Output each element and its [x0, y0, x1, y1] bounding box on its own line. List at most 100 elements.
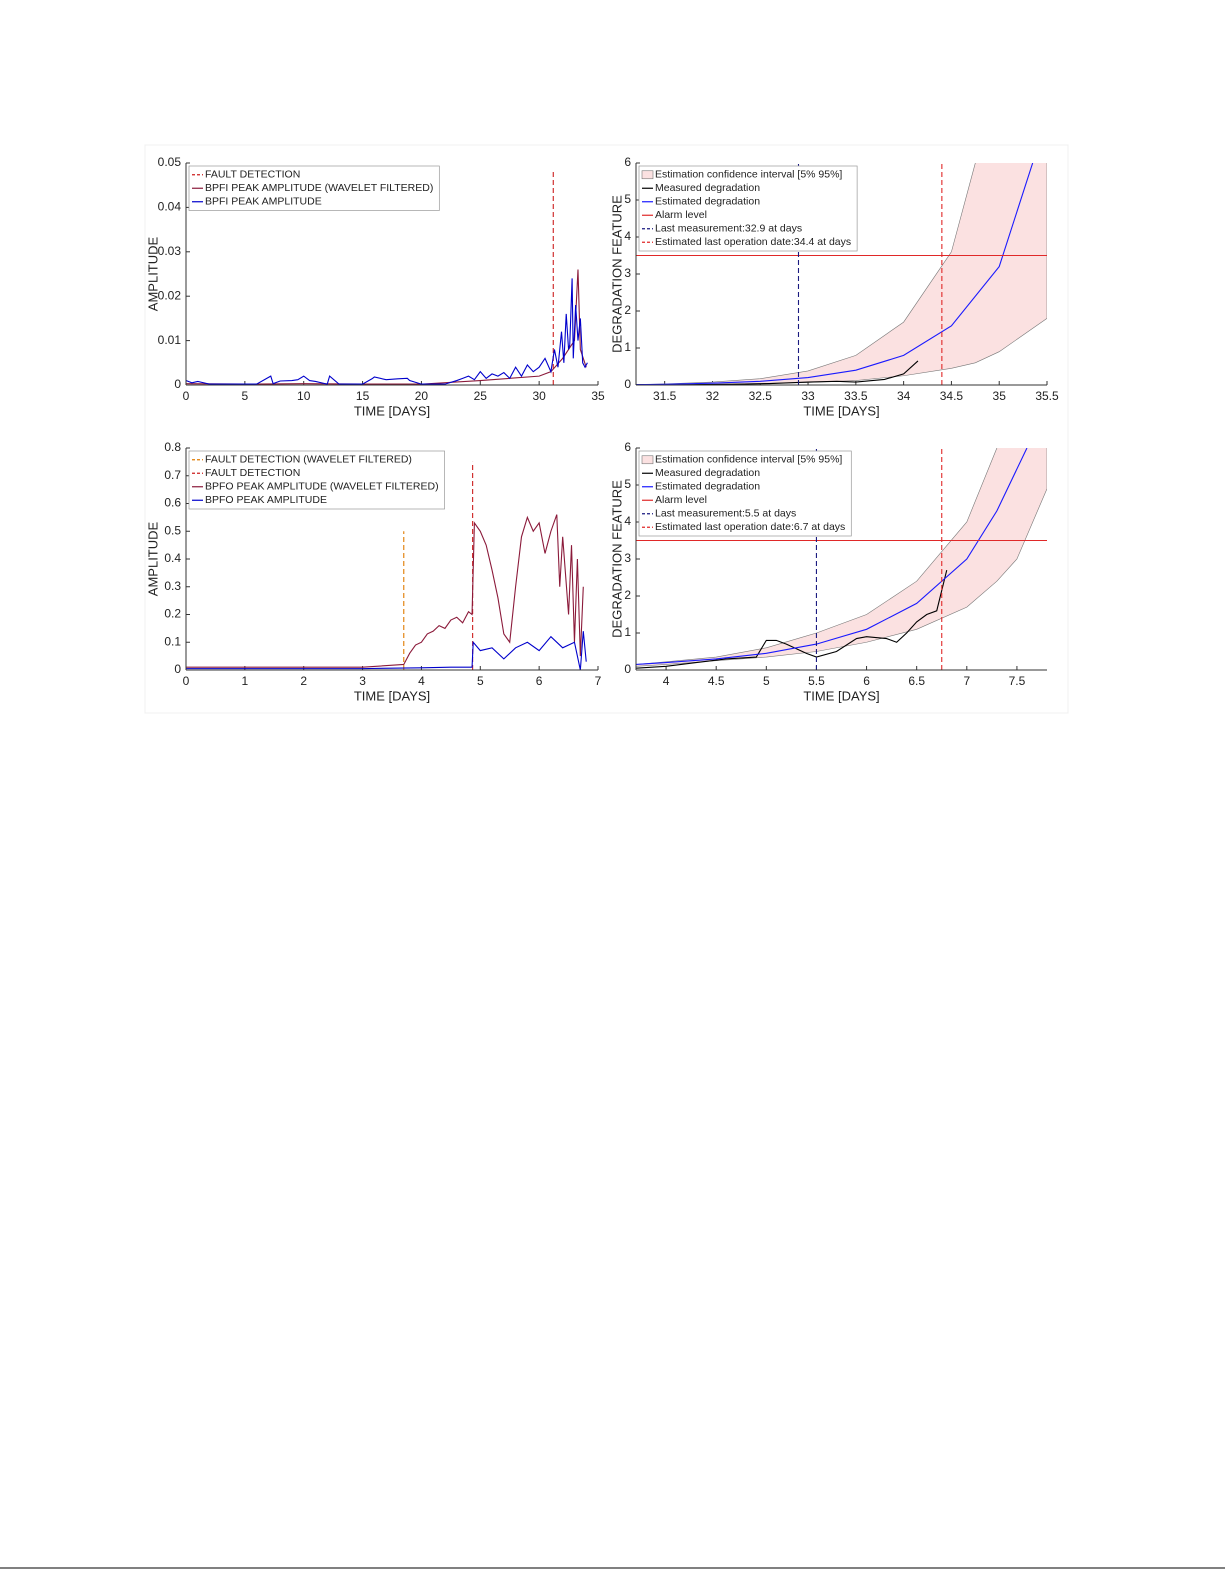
y-tick-label: 3	[624, 551, 631, 565]
series-line	[636, 163, 1034, 385]
y-tick-label: 0.01	[158, 333, 182, 347]
x-tick-label: 5.5	[808, 674, 825, 688]
legend-label: Alarm level	[655, 494, 707, 506]
series-line	[186, 269, 587, 385]
plot-area	[636, 163, 1047, 385]
legend-label: FAULT DETECTION	[205, 467, 300, 479]
x-tick-label: 7.5	[1009, 674, 1026, 688]
y-tick-label: 0.7	[164, 468, 181, 482]
y-tick-label: 0	[624, 377, 631, 391]
legend-label: BPFO PEAK AMPLITUDE (WAVELET FILTERED)	[205, 481, 439, 493]
x-tick-label: 5	[477, 674, 484, 688]
legend-label: BPFI PEAK AMPLITUDE	[205, 196, 322, 208]
y-tick-label: 0.04	[158, 200, 182, 214]
legend-label: FAULT DETECTION (WAVELET FILTERED)	[205, 454, 412, 466]
plot-area	[186, 461, 587, 670]
y-tick-label: 0.05	[158, 155, 182, 169]
y-tick-label: 2	[624, 303, 631, 317]
legend-label: Measured degradation	[655, 467, 760, 479]
y-tick-label: 0	[174, 377, 181, 391]
y-tick-label: 6	[624, 155, 631, 169]
chart: 0 1 2 3 4 5 6 7 0 0.1 0.2 0.3 0.4 0.5 0.6 0.7 0.8 TIME [D…	[145, 440, 601, 703]
x-tick-label: 31.5	[653, 389, 677, 403]
y-axis-label: DEGRADATION FEATURE	[609, 480, 624, 638]
x-tick-label: 33	[801, 389, 815, 403]
chart: 31.5 32 32.5 33 33.5 34 34.5 35 35.50123456TIME …	[609, 155, 1059, 418]
x-tick-label: 25	[474, 389, 488, 403]
x-tick-label: 4.5	[708, 674, 725, 688]
y-tick-label: 0.2	[164, 607, 181, 621]
figure-frame	[144, 144, 1069, 714]
x-axis-label: TIME [DAYS]	[803, 403, 879, 418]
legend-label: Measured degradation	[655, 182, 760, 194]
legend-label: Estimated degradation	[655, 196, 760, 208]
y-tick-label: 6	[624, 440, 631, 454]
legend-label: Estimated last operation date:34.4 at da…	[655, 236, 851, 248]
x-axis-label: TIME [DAYS]	[354, 688, 430, 703]
x-tick-label: 6	[863, 674, 870, 688]
y-tick-label: 0.6	[164, 496, 181, 510]
legend-label: BPFO PEAK AMPLITUDE	[205, 494, 327, 506]
legend-label: BPFI PEAK AMPLITUDE (WAVELET FILTERED)	[205, 182, 433, 194]
series-line	[186, 278, 588, 385]
x-tick-label: 1	[242, 674, 249, 688]
x-tick-label: 34.5	[940, 389, 964, 403]
legend-swatch	[641, 455, 654, 465]
series-line	[186, 514, 584, 668]
x-tick-label: 6	[536, 674, 543, 688]
y-tick-label: 0.3	[164, 579, 181, 593]
y-tick-label: 0.1	[164, 634, 181, 648]
y-axis-label: AMPLITUDE	[145, 521, 160, 596]
legend-swatch	[641, 170, 654, 180]
x-tick-label: 4	[418, 674, 425, 688]
legend-box	[188, 165, 440, 211]
y-tick-label: 1	[624, 625, 631, 639]
y-axis-label: AMPLITUDE	[145, 236, 160, 311]
y-tick-label: 2	[624, 588, 631, 602]
y-tick-label: 0.02	[158, 288, 182, 302]
y-tick-label: 5	[624, 192, 631, 206]
legend-box	[638, 165, 858, 252]
x-tick-label: 32	[706, 389, 720, 403]
series-line	[636, 448, 1028, 665]
legend-label: Estimated last operation date:6.7 at day…	[655, 521, 845, 533]
y-tick-label: 0.8	[164, 440, 181, 454]
legend: FAULT DETECTION (WAVELET FILTERED)FAULT …	[188, 450, 445, 510]
legend-label: Last measurement:5.5 at days	[655, 508, 796, 520]
x-tick-label: 5	[763, 674, 770, 688]
y-tick-label: 4	[624, 514, 631, 528]
chart: 0 5 10 15 20 25 30 35 0 0.01 0.02 0.03 0.04 0.05 TIME …	[145, 155, 605, 418]
x-tick-label: 2	[300, 674, 307, 688]
legend-label: Estimated degradation	[655, 481, 760, 493]
x-tick-label: 3	[359, 674, 366, 688]
x-tick-label: 33.5	[844, 389, 868, 403]
legend-label: Estimation confidence interval [5% 95%]	[655, 169, 842, 181]
x-tick-label: 0	[183, 389, 190, 403]
legend-label: Alarm level	[655, 209, 707, 221]
y-axis-label: DEGRADATION FEATURE	[609, 195, 624, 353]
legend-box	[638, 450, 852, 537]
y-tick-label: 0	[174, 662, 181, 676]
x-tick-label: 34	[897, 389, 911, 403]
x-tick-label: 20	[415, 389, 429, 403]
series-line	[636, 569, 948, 669]
y-tick-label: 4	[624, 229, 631, 243]
confidence-band	[636, 448, 1047, 667]
legend: Estimation confidence interval [5% 95%]M…	[638, 450, 852, 537]
series-line	[186, 631, 587, 670]
y-tick-label: 0.4	[164, 551, 181, 565]
x-tick-label: 0	[183, 674, 190, 688]
plot-area	[186, 171, 588, 385]
x-tick-label: 35.5	[1035, 389, 1059, 403]
legend-label: Estimation confidence interval [5% 95%]	[655, 454, 842, 466]
y-tick-label: 5	[624, 477, 631, 491]
x-axis-label: TIME [DAYS]	[803, 688, 879, 703]
y-tick-label: 3	[624, 266, 631, 280]
x-axis-label: TIME [DAYS]	[354, 403, 430, 418]
legend-label: Last measurement:32.9 at days	[655, 223, 802, 235]
legend-label: FAULT DETECTION	[205, 169, 300, 181]
series-line	[636, 360, 919, 385]
